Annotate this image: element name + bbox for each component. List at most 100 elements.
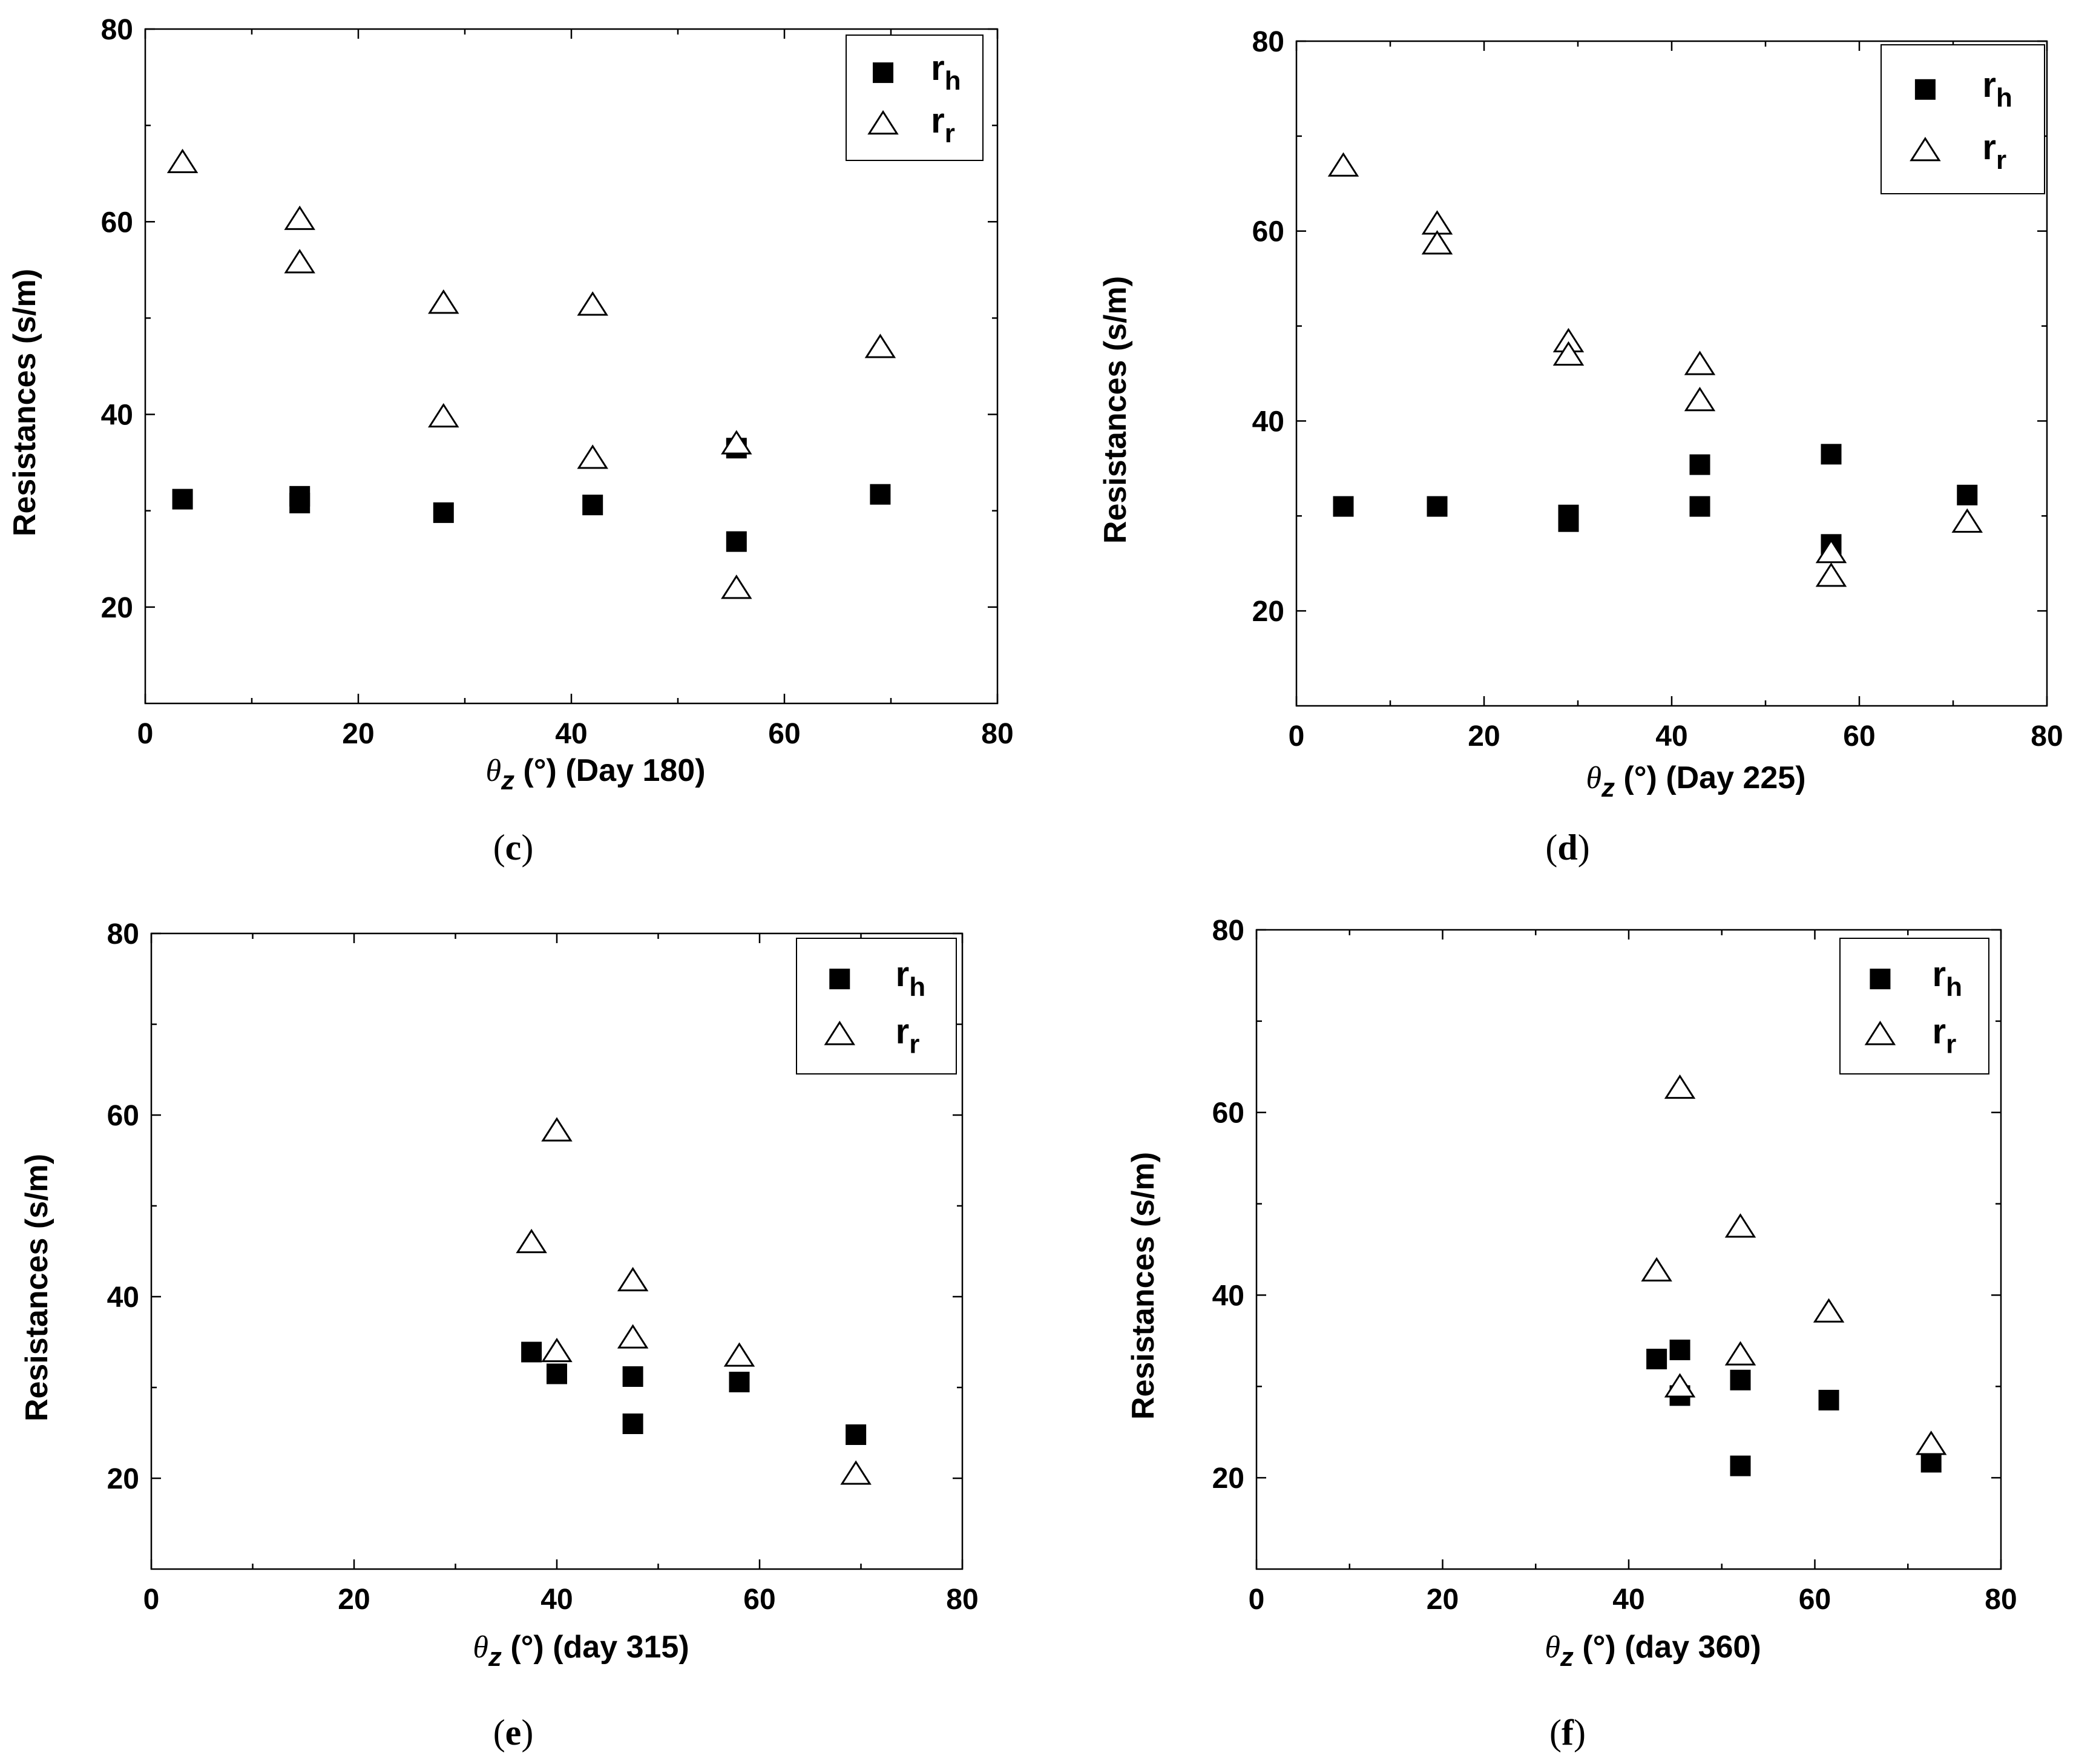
y-tick-label: 80 [107, 918, 139, 950]
x-axis-unit: (°) [514, 753, 565, 788]
legend-box [1839, 938, 1989, 1075]
chart-panel-4: 0 20 40 60 80 20 40 60 80 Resistances (s/m) θz (°)… [1126, 915, 2017, 1752]
x-axis-day: (Day 225) [1666, 760, 1805, 795]
legend-label-subscript: h [1996, 83, 2012, 113]
data-point-rh [1333, 496, 1354, 517]
y-tick-label: 80 [1252, 26, 1284, 58]
data-point-rh [1821, 444, 1842, 465]
data-point-rr [840, 1460, 872, 1485]
y-tick-label: 20 [1252, 596, 1284, 628]
x-axis-theta: θ [1586, 761, 1601, 795]
data-point-rr [1951, 508, 1983, 533]
y-tick-label: 60 [101, 206, 133, 239]
x-tick-label: 60 [768, 718, 800, 750]
data-point-rr [1421, 230, 1453, 255]
data-point-rr [1915, 1430, 1947, 1455]
caption-paren: ( [493, 828, 505, 867]
legend: rh rr [796, 938, 957, 1075]
data-point-rr [1664, 1074, 1696, 1099]
caption-letter: e [505, 1713, 522, 1752]
legend-label-subscript: r [1996, 145, 2006, 175]
caption-paren: ) [1574, 1713, 1586, 1752]
legend-box [846, 35, 984, 161]
panel-caption: (d) [1545, 828, 1589, 867]
legend-marker-triangle [824, 1021, 856, 1045]
data-point-rh [1558, 511, 1579, 532]
legend-label-base: r [896, 1012, 910, 1051]
legend-label-subscript: h [909, 972, 925, 1002]
panel-caption: (e) [493, 1713, 534, 1752]
data-point-rh [521, 1341, 542, 1363]
data-point-rr [864, 334, 896, 358]
data-point-rh [1689, 496, 1710, 517]
data-point-rh [846, 1424, 867, 1445]
legend-label-subscript: h [945, 66, 961, 96]
y-tick-label: 40 [1252, 406, 1284, 438]
chart-panel-2: 0 20 40 60 80 20 40 60 80 Resistances (s/m) θz (°)… [1098, 26, 2063, 867]
legend-label-base: r [1933, 955, 1946, 994]
data-point-rr [617, 1266, 649, 1292]
y-tick-label: 40 [107, 1282, 139, 1314]
x-axis-unit: (°) [1615, 760, 1666, 795]
y-tick-label: 20 [1212, 1463, 1244, 1495]
legend-marker-square [873, 62, 894, 84]
x-tick-label: 80 [981, 718, 1013, 750]
data-point-rr [1724, 1341, 1756, 1366]
x-axis-unit: (°) [502, 1630, 553, 1665]
legend-marker-triangle [1910, 137, 1941, 162]
caption-paren: ) [521, 1713, 533, 1752]
data-point-rr [428, 289, 459, 314]
legend-label-rh: rh [896, 955, 925, 1002]
legend-box [796, 938, 957, 1075]
x-tick-label: 0 [1249, 1584, 1265, 1616]
data-point-rr [1641, 1257, 1672, 1282]
data-point-rr [577, 291, 608, 316]
data-point-rh [1730, 1369, 1751, 1390]
data-point-rh [1646, 1349, 1667, 1370]
data-point-rh [1689, 454, 1710, 475]
x-tick-label: 40 [555, 718, 587, 750]
x-tick-label: 60 [743, 1584, 775, 1616]
legend-label-base: r [1933, 1012, 1946, 1051]
x-axis-theta: θ [485, 754, 501, 788]
data-point-rr [721, 574, 752, 599]
x-tick-label: 0 [137, 718, 154, 750]
legend-label-subscript: r [945, 119, 955, 148]
legend-label-rr: rr [931, 101, 955, 148]
x-tick-label: 40 [1655, 720, 1687, 752]
legend-label-rr: rr [1982, 128, 2006, 175]
legend-marker-triangle [1864, 1021, 1896, 1045]
chart-panel-3: 0 20 40 60 80 20 40 60 80 Resistances (s/m) θz (°)… [19, 918, 979, 1752]
y-tick-label: 60 [107, 1100, 139, 1132]
caption-paren: ( [1545, 828, 1557, 867]
data-point-rh [622, 1366, 643, 1387]
data-point-rr [1724, 1213, 1756, 1238]
data-point-rh [1818, 1389, 1839, 1410]
data-point-rr [1684, 386, 1716, 412]
legend-label-base: r [931, 48, 945, 88]
x-axis-label: θz (°) (Day 180) [485, 753, 705, 795]
x-tick-label: 20 [338, 1584, 370, 1616]
legend-label-rr: rr [1933, 1012, 1957, 1059]
legend-label-subscript: r [1946, 1029, 1956, 1059]
y-tick-label: 60 [1212, 1098, 1244, 1130]
data-point-rr [1552, 341, 1585, 366]
data-point-rh [172, 489, 193, 510]
x-tick-label: 60 [1843, 720, 1875, 752]
data-point-rr [723, 1342, 755, 1367]
data-point-rh [622, 1414, 643, 1434]
legend-label-rh: rh [1933, 955, 1962, 1002]
x-axis-day: (day 360) [1624, 1630, 1761, 1665]
y-tick-label: 40 [1212, 1280, 1244, 1312]
caption-paren: ) [521, 828, 533, 867]
y-tick-label: 40 [101, 400, 133, 432]
caption-paren: ( [1549, 1713, 1562, 1752]
legend-label-subscript: h [1946, 972, 1962, 1002]
caption-letter: d [1557, 828, 1577, 867]
legend-marker-square [1914, 79, 1936, 100]
legend-label-base: r [931, 101, 945, 140]
legend-label-subscript: r [909, 1029, 919, 1059]
data-point-rh [1730, 1455, 1751, 1476]
